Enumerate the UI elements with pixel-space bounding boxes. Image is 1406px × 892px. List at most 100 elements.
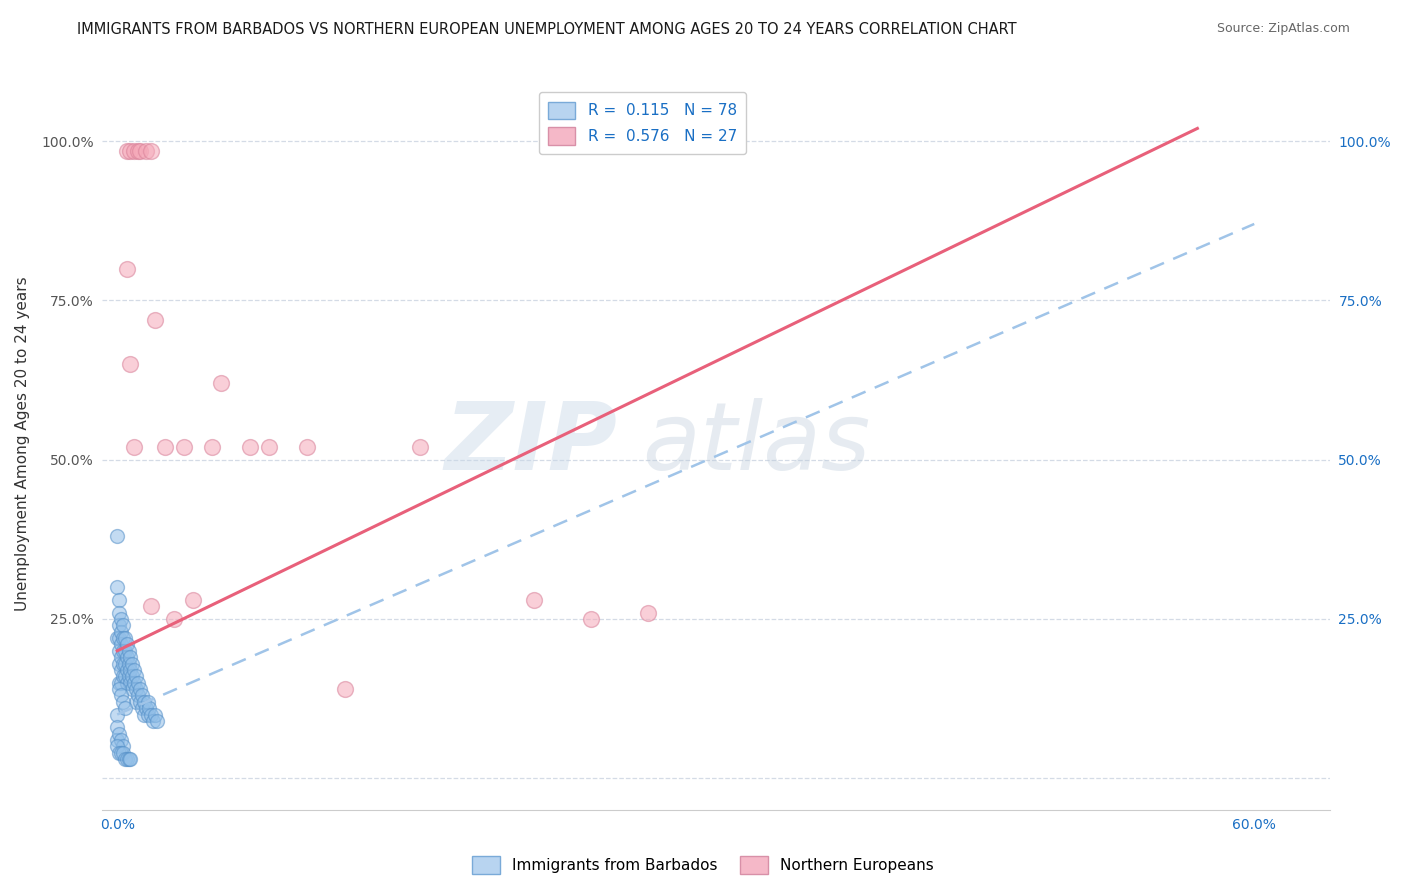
Point (153, 440, 176, 454)
Point (125, 681, 148, 696)
Point (146, 714, 169, 728)
Point (579, 612, 602, 626)
Point (114, 644, 136, 658)
Text: atlas: atlas (643, 398, 870, 489)
Point (108, 726, 131, 740)
Text: Source: ZipAtlas.com: Source: ZipAtlas.com (1216, 22, 1350, 36)
Point (121, 657, 143, 671)
Point (135, 144, 157, 158)
Point (111, 631, 134, 645)
Y-axis label: Unemployment Among Ages 20 to 24 years: Unemployment Among Ages 20 to 24 years (15, 277, 30, 611)
Point (110, 663, 132, 677)
Point (141, 144, 163, 158)
Point (523, 592, 546, 607)
Point (110, 733, 132, 747)
Point (108, 606, 131, 620)
Point (114, 631, 136, 645)
Point (124, 675, 146, 690)
Point (124, 440, 146, 454)
Point (108, 681, 131, 696)
Point (201, 440, 224, 454)
Point (114, 701, 136, 715)
Point (114, 752, 136, 766)
Point (114, 657, 136, 671)
Point (163, 612, 186, 626)
Point (129, 695, 152, 709)
Point (132, 707, 155, 722)
Point (110, 637, 132, 651)
Point (173, 440, 195, 454)
Point (117, 657, 139, 671)
Point (131, 701, 153, 715)
Point (127, 689, 149, 703)
Point (295, 440, 318, 454)
Point (136, 695, 159, 709)
Point (143, 312, 166, 326)
Point (141, 599, 163, 614)
Point (125, 695, 148, 709)
Point (121, 669, 143, 683)
Point (120, 663, 142, 677)
Point (141, 707, 163, 722)
Point (257, 440, 280, 454)
Point (127, 675, 149, 690)
Point (143, 707, 166, 722)
Point (129, 681, 152, 696)
Point (110, 675, 132, 690)
Point (115, 675, 138, 690)
Point (127, 144, 149, 158)
Point (111, 669, 134, 683)
Legend: R =  0.115   N = 78, R =  0.576   N = 27: R = 0.115 N = 78, R = 0.576 N = 27 (538, 93, 747, 153)
Point (115, 752, 138, 766)
Point (211, 376, 233, 391)
Point (111, 746, 134, 760)
Point (124, 144, 146, 158)
Point (108, 644, 131, 658)
Point (637, 606, 659, 620)
Point (117, 669, 139, 683)
Point (108, 592, 131, 607)
Point (135, 701, 157, 715)
Point (111, 739, 134, 754)
Point (105, 707, 128, 722)
Text: IMMIGRANTS FROM BARBADOS VS NORTHERN EUROPEAN UNEMPLOYMENT AMONG AGES 20 TO 24 Y: IMMIGRANTS FROM BARBADOS VS NORTHERN EUR… (77, 22, 1017, 37)
Point (115, 663, 138, 677)
Point (114, 669, 136, 683)
Point (105, 739, 128, 754)
Point (333, 681, 356, 696)
Point (108, 746, 131, 760)
Point (110, 689, 132, 703)
Point (132, 695, 155, 709)
Point (409, 440, 432, 454)
Point (115, 144, 138, 158)
Point (115, 261, 138, 276)
Point (110, 746, 132, 760)
Legend: Immigrants from Barbados, Northern Europeans: Immigrants from Barbados, Northern Europ… (465, 850, 941, 880)
Text: ZIP: ZIP (444, 398, 617, 490)
Point (115, 637, 138, 651)
Point (120, 357, 142, 371)
Point (115, 650, 138, 665)
Point (117, 644, 139, 658)
Point (111, 618, 134, 632)
Point (120, 752, 142, 766)
Point (108, 675, 131, 690)
Point (111, 657, 134, 671)
Point (239, 440, 262, 454)
Point (105, 631, 128, 645)
Point (138, 701, 160, 715)
Point (131, 689, 153, 703)
Point (129, 144, 152, 158)
Point (110, 650, 132, 665)
Point (111, 644, 134, 658)
Point (117, 752, 139, 766)
Point (181, 592, 204, 607)
Point (111, 695, 134, 709)
Point (105, 733, 128, 747)
Point (120, 650, 142, 665)
Point (108, 657, 131, 671)
Point (110, 612, 132, 626)
Point (125, 669, 148, 683)
Point (120, 144, 142, 158)
Point (121, 681, 143, 696)
